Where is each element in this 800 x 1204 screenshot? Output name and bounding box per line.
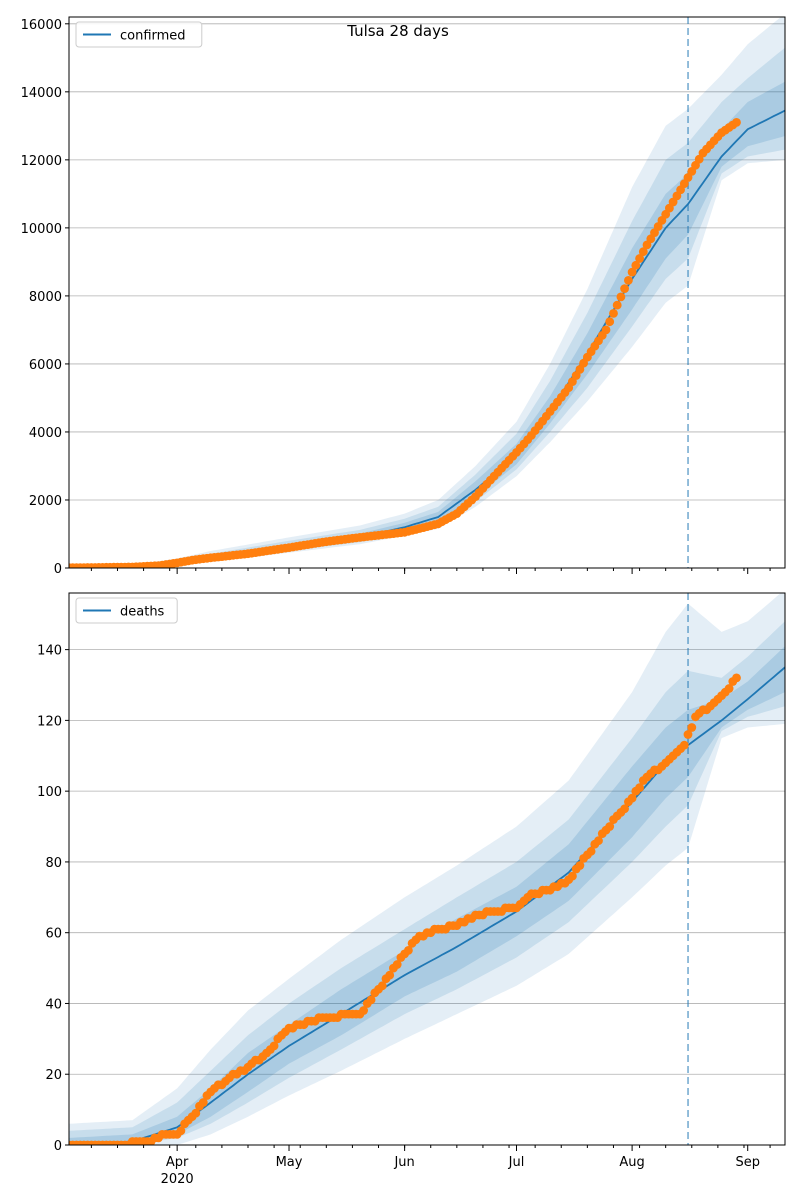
observed-points (69, 118, 741, 568)
legend-label: confirmed (120, 29, 186, 44)
y-tick-label: 140 (37, 644, 62, 659)
uncertainty-band-0 (69, 17, 785, 568)
observed-point (627, 793, 637, 803)
observed-point (724, 684, 734, 693)
y-tick-label: 10000 (21, 222, 62, 237)
y-tick-label: 16000 (21, 18, 62, 33)
chart-title: Tulsa 28 days (346, 22, 449, 40)
observed-point (586, 846, 596, 856)
y-tick-label: 8000 (29, 290, 62, 305)
y-tick-label: 100 (37, 785, 62, 800)
observed-point (732, 673, 741, 683)
observed-point (635, 783, 644, 792)
observed-point (631, 260, 641, 270)
observed-point (359, 1006, 368, 1015)
x-tick-label: Aug (619, 1155, 644, 1170)
observed-point (638, 247, 648, 257)
observed-point (568, 871, 577, 881)
observed-point (392, 960, 402, 969)
y-tick-label: 20 (45, 1068, 62, 1083)
observed-point (612, 300, 622, 310)
observed-point (609, 309, 618, 318)
deaths-panel: 0 20 40 60 80 100 120 140 Apr 2020 May Jun Jul Aug Sep… (37, 592, 786, 1187)
y-tick-label: 14000 (21, 86, 62, 101)
observed-point (176, 1126, 186, 1136)
y-tick-label: 0 (54, 562, 62, 577)
observed-point (620, 804, 629, 814)
legend-box (75, 21, 203, 48)
y-tick-label: 0 (54, 1139, 62, 1154)
uncertainty-band-0 (69, 593, 785, 1145)
observed-point (683, 730, 693, 739)
observed-point (616, 292, 626, 302)
observed-point (198, 1098, 208, 1107)
y-tick-label: 80 (45, 856, 62, 871)
observed-points (69, 673, 741, 1145)
confirmed-panel: 0 2000 4000 6000 8000 10000 12000 14000 16000 con… (21, 16, 786, 577)
observed-point (627, 267, 637, 277)
x-tick-label: May (276, 1155, 303, 1170)
observed-point (601, 325, 611, 335)
y-tick-label: 6000 (29, 358, 62, 373)
x-tick-label: Jul (508, 1155, 525, 1170)
observed-point (385, 970, 395, 980)
y-tick-label: 40 (45, 997, 62, 1012)
plot-area (69, 17, 785, 568)
uncertainty-band-1 (69, 621, 785, 1145)
x-tick-label: Sep (735, 1155, 760, 1170)
plot-area (69, 593, 785, 1145)
observed-point (605, 822, 615, 831)
uncertainty-band-1 (69, 47, 785, 568)
observed-point (620, 284, 629, 293)
observed-point (594, 836, 603, 846)
observed-point (269, 1041, 279, 1051)
axes-frame (68, 16, 786, 569)
axes-frame (68, 592, 786, 1146)
observed-point (687, 723, 697, 732)
legend-box (75, 597, 178, 624)
y-tick-label: 2000 (29, 494, 62, 509)
legend-label: deaths (120, 605, 165, 620)
legend: confirmed (75, 21, 203, 48)
observed-point (635, 254, 644, 263)
observed-point (377, 981, 387, 991)
observed-point (191, 1108, 201, 1118)
x-tick-sublabel: 2020 (161, 1172, 194, 1187)
x-tick-label: Jun (393, 1155, 414, 1170)
observed-point (366, 995, 376, 1005)
observed-point (404, 946, 413, 955)
x-tick-label: Apr (166, 1155, 189, 1170)
y-tick-label: 120 (37, 714, 62, 729)
observed-point (732, 118, 741, 127)
observed-point (624, 276, 633, 285)
observed-point (679, 740, 689, 750)
y-tick-label: 60 (45, 927, 62, 942)
legend: deaths (75, 597, 178, 624)
y-tick-label: 4000 (29, 426, 62, 441)
observed-point (605, 317, 615, 327)
observed-point (575, 861, 585, 870)
y-tick-label: 12000 (21, 154, 62, 169)
